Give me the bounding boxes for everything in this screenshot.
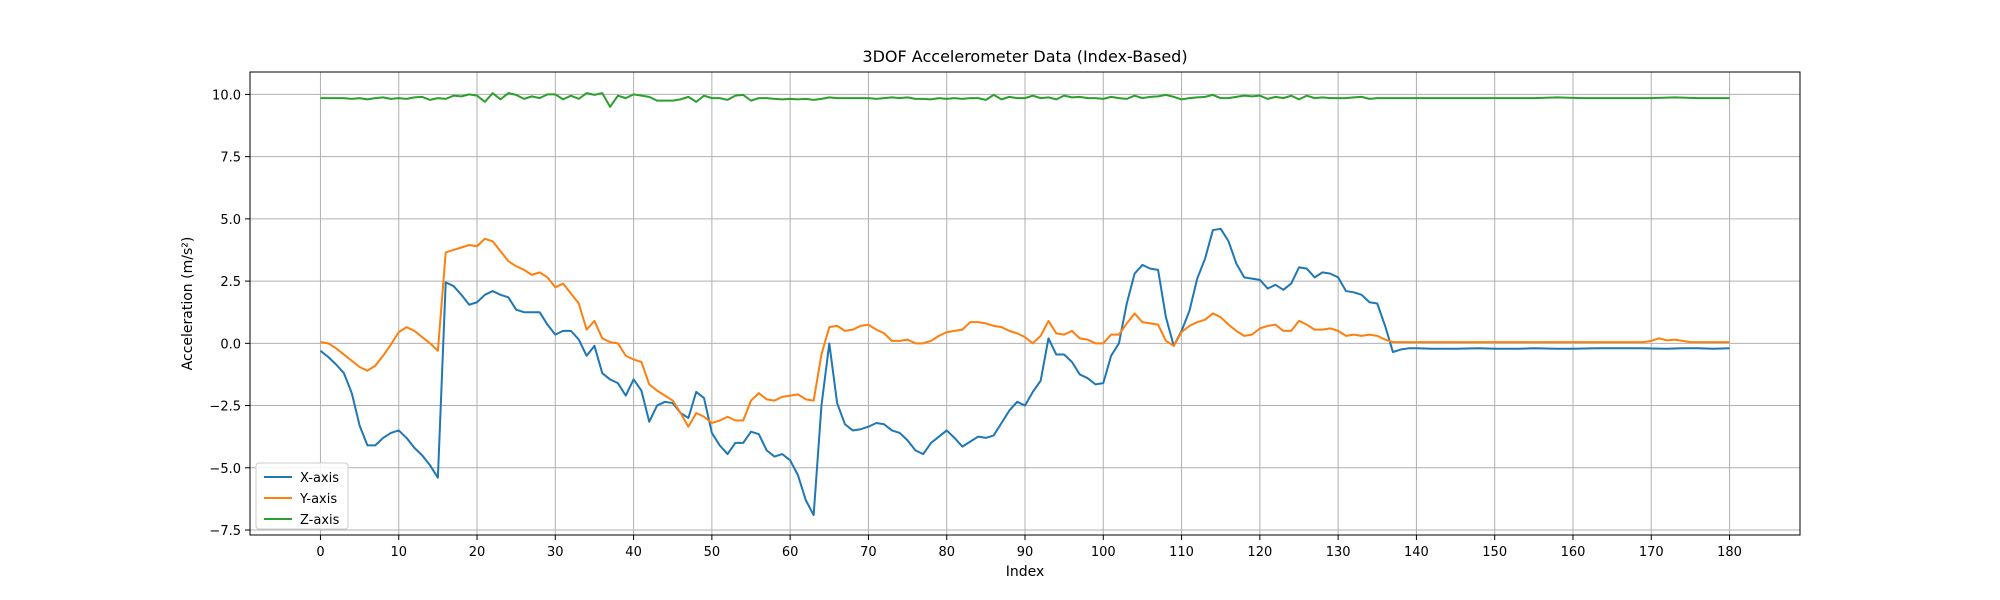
series-line-x-axis [319, 227, 1730, 517]
x-tick-label: 100 [1091, 545, 1116, 560]
x-tick-label: 140 [1404, 545, 1429, 560]
x-tick-label: 50 [704, 545, 721, 560]
legend: X-axis Y-axis Z-axis [255, 462, 349, 530]
legend-label: Y-axis [299, 492, 337, 507]
x-tick-label: 0 [316, 545, 324, 560]
x-tick-label: 160 [1561, 545, 1586, 560]
y-tick-label: 0.0 [220, 337, 241, 352]
ticks: 0 10 20 30 40 50 60 70 80 90 100 110 120 130 140 150 160… [209, 88, 1742, 560]
legend-box [255, 462, 349, 530]
x-tick-label: 10 [390, 545, 407, 560]
x-tick-label: 130 [1326, 545, 1351, 560]
grid [250, 72, 1800, 535]
series-lines [319, 92, 1730, 517]
x-tick-label: 70 [860, 545, 877, 560]
x-tick-label: 60 [782, 545, 799, 560]
series-line-y-axis [320, 237, 1730, 428]
y-tick-label: 10.0 [212, 88, 241, 103]
x-axis-label: Index [1006, 564, 1045, 580]
y-tick-label: −5.0 [209, 462, 241, 477]
x-tick-label: 150 [1482, 545, 1507, 560]
y-axis-label: Acceleration (m/s²) [180, 237, 196, 371]
x-tick-label: 110 [1169, 545, 1194, 560]
legend-label: X-axis [300, 471, 339, 486]
x-tick-label: 20 [469, 545, 486, 560]
x-tick-label: 90 [1017, 545, 1034, 560]
y-tick-label: 2.5 [220, 275, 241, 290]
x-tick-label: 30 [547, 545, 564, 560]
x-tick-label: 80 [938, 545, 955, 560]
y-tick-label: 5.0 [220, 213, 241, 228]
x-tick-label: 40 [625, 545, 642, 560]
chart-title: 3DOF Accelerometer Data (Index-Based) [862, 47, 1187, 66]
x-tick-label: 120 [1247, 545, 1272, 560]
y-tick-label: 7.5 [220, 151, 241, 166]
y-tick-label: −2.5 [209, 400, 241, 415]
y-tick-label: −7.5 [209, 524, 241, 539]
x-tick-label: 180 [1717, 545, 1742, 560]
legend-label: Z-axis [300, 513, 340, 528]
series-line-z-axis [320, 92, 1730, 108]
x-tick-label: 170 [1639, 545, 1664, 560]
